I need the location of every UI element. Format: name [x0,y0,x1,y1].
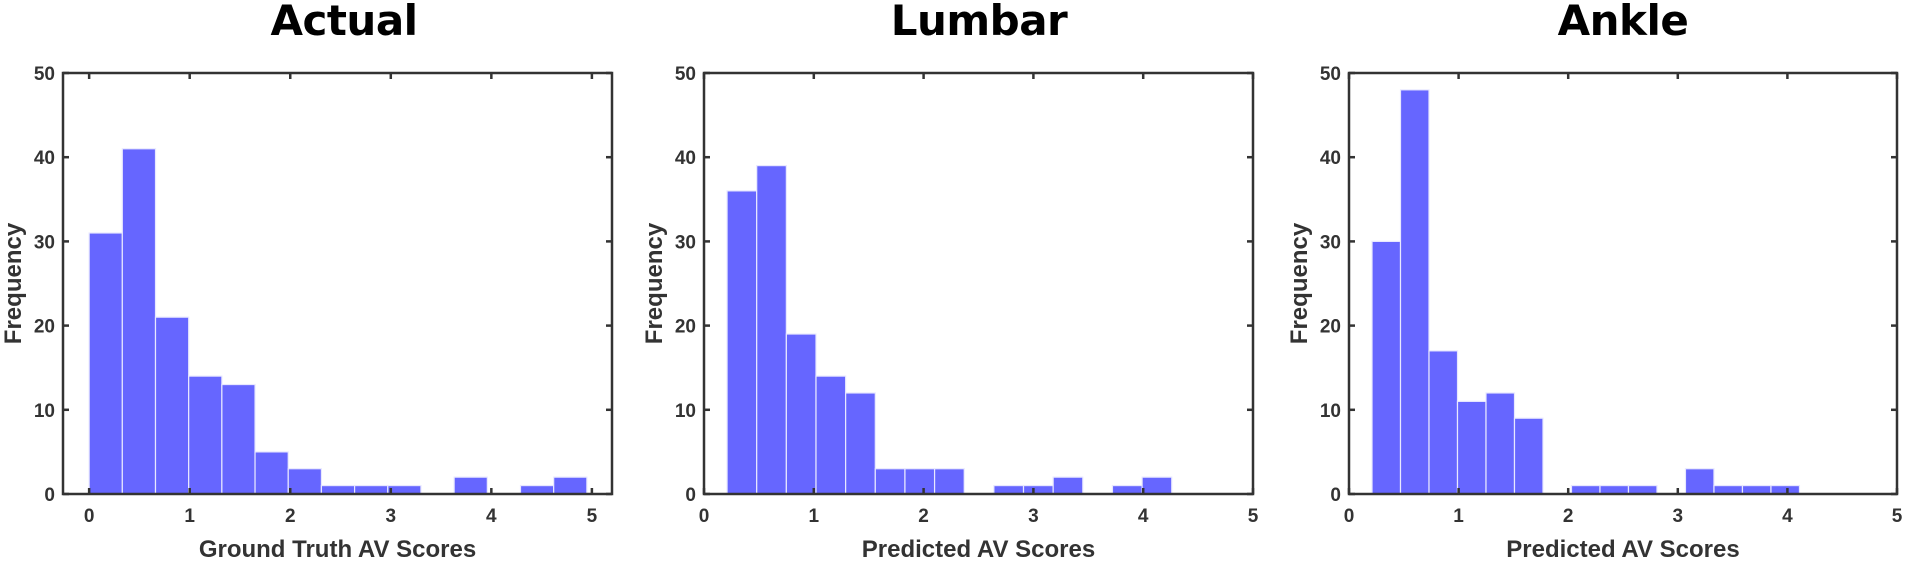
histogram-bar [154,316,190,495]
x-tick-label: 4 [486,506,497,527]
axes-frame [1347,71,1899,496]
histogram-bar [353,484,389,495]
y-tick-label: 40 [34,148,55,169]
histogram-bar [904,468,936,495]
histogram-bar [553,476,588,495]
x-tick-label: 0 [1344,506,1355,527]
y-tick-label: 20 [675,317,696,338]
histogram-bar [726,190,758,495]
y-tick-label: 30 [34,232,55,253]
histogram-bar [1599,484,1630,495]
histogram-bar [88,232,123,495]
histogram-bar [519,484,555,495]
y-tick-label: 0 [1330,485,1341,506]
y-tick-label: 10 [675,401,696,422]
histogram-bar [1684,468,1715,495]
histogram-bar [1428,350,1459,495]
histogram-bar [874,468,906,495]
x-tick-label: 4 [1138,506,1149,527]
x-tick-label: 5 [1248,506,1259,527]
histogram-bar [1570,484,1601,495]
chart-title: Actual [270,0,418,45]
histogram-bar [1371,240,1402,495]
histogram-bar [1713,484,1744,495]
y-tick-label: 50 [34,64,55,85]
histogram-bar [845,392,876,495]
y-tick-label: 20 [1320,317,1341,338]
x-tick-label: 4 [1782,506,1793,527]
histogram-bar [1399,89,1430,495]
x-tick-label: 1 [809,506,820,527]
histogram-panel-lumbar: Lumbar [729,0,1229,561]
axes-frame [702,71,1255,496]
x-tick-label: 1 [184,506,195,527]
x-tick-label: 1 [1453,506,1464,527]
histogram-bar [756,165,787,495]
histogram-bar [1627,484,1658,495]
y-tick-label: 40 [1320,148,1341,169]
histogram-bar [785,333,817,495]
histogram-bar [320,484,356,495]
histogram-bar [1141,476,1173,495]
y-tick-label: 0 [44,485,55,506]
histogram-bar [933,468,965,495]
histogram-bar [1513,417,1544,495]
y-tick-label: 50 [675,64,696,85]
x-axis-label: Predicted AV Scores [1506,536,1739,561]
histogram-bar [1456,400,1487,495]
histogram-panel-actual: Actual [94,0,594,561]
x-tick-label: 2 [1563,506,1574,527]
x-tick-label: 5 [587,506,598,527]
y-tick-label: 0 [685,485,696,506]
histogram-bar [1741,484,1772,495]
histogram-bar [815,375,847,495]
y-tick-label: 50 [1320,64,1341,85]
x-tick-label: 3 [386,506,397,527]
x-tick-label: 3 [1028,506,1039,527]
histogram-bar [453,476,488,495]
histogram-bar [387,484,422,495]
histogram-bar [1111,484,1143,495]
histogram-bar [1770,484,1801,495]
y-tick-label: 10 [1320,401,1341,422]
histogram-bar [121,148,157,495]
y-axis-label: Frequency [1286,222,1313,344]
histogram-bar [254,451,289,495]
histogram-panel-ankle: Ankle [1373,0,1873,561]
histogram-bar [1052,476,1084,495]
x-tick-label: 2 [285,506,296,527]
y-axis-label: Frequency [641,222,668,344]
x-tick-label: 0 [699,506,710,527]
y-tick-label: 30 [675,232,696,253]
y-tick-label: 30 [1320,232,1341,253]
y-tick-label: 40 [675,148,696,169]
y-axis-label: Frequency [0,222,27,344]
histogram-bar [993,484,1025,495]
y-tick-label: 10 [34,401,55,422]
x-tick-label: 5 [1892,506,1903,527]
chart-title: Ankle [1557,0,1689,45]
histogram-bar [1022,484,1054,495]
chart-title: Lumbar [890,0,1068,45]
histogram-bar [287,468,323,495]
histogram-bar [1485,392,1516,495]
x-tick-label: 0 [84,506,95,527]
histogram-bar [221,383,256,495]
y-tick-label: 20 [34,317,55,338]
x-axis-label: Predicted AV Scores [862,536,1095,561]
axes-frame [61,71,614,496]
histogram-bar [188,375,223,495]
x-tick-label: 2 [918,506,929,527]
x-axis-label: Ground Truth AV Scores [199,536,476,561]
x-tick-label: 3 [1673,506,1684,527]
